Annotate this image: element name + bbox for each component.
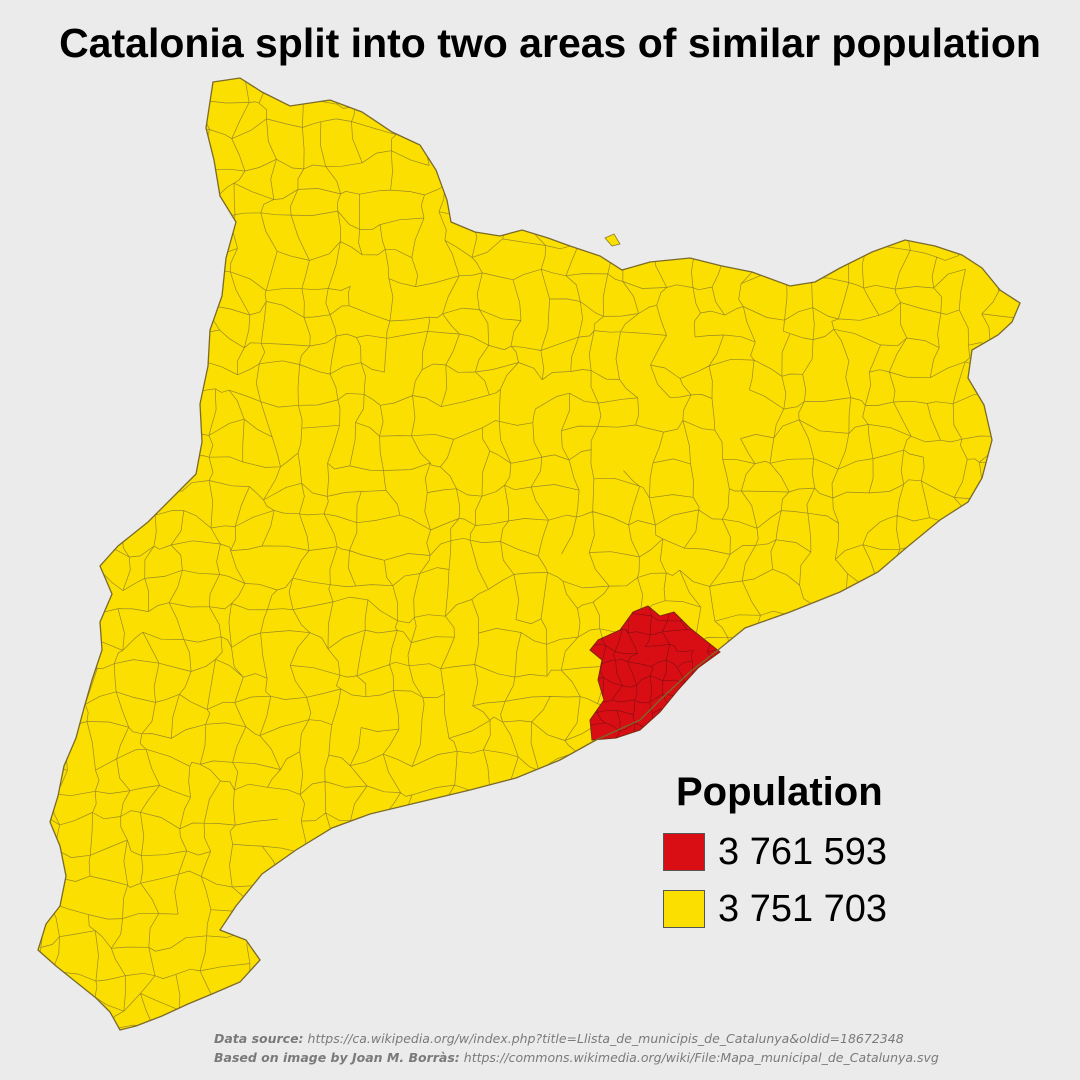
map-title: Catalonia split into two areas of simila… [59,20,1041,66]
image-credit-note: Based on image by Joan M. Borràs: https:… [214,1050,939,1065]
data-source-note: Data source: https://ca.wikipedia.org/w/… [214,1031,904,1046]
legend-title: Population [676,770,883,814]
legend-item-yellow: 3 751 703 [663,888,953,930]
legend-swatch-yellow [663,890,705,928]
image-credit-label: Based on image by Joan M. Borràs: [214,1050,460,1065]
coastal-islet [604,233,621,247]
legend-swatch-red [663,833,705,871]
data-source-label: Data source: [214,1031,304,1046]
image-credit-url: https://commons.wikimedia.org/wiki/File:… [463,1050,939,1065]
legend-item-red: 3 761 593 [663,831,953,873]
data-source-url: https://ca.wikipedia.org/w/index.php?tit… [307,1031,904,1046]
legend-value-red: 3 761 593 [718,831,888,873]
legend: Population 3 761 593 3 751 703 [660,770,960,940]
legend-value-yellow: 3 751 703 [718,888,888,930]
